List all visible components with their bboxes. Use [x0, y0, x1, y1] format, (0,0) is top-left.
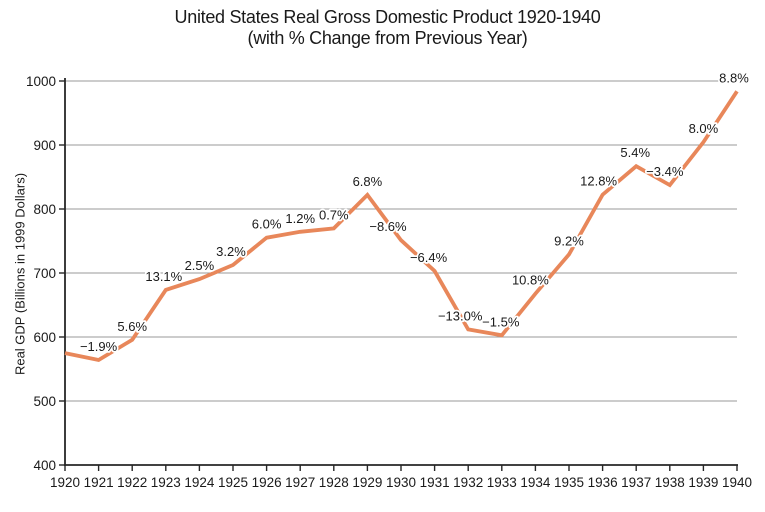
x-tick-label: 1930	[386, 475, 416, 490]
x-tick-label: 1936	[588, 475, 618, 490]
pct-change-label: −1.5%	[482, 314, 520, 329]
x-tick-label: 1922	[117, 475, 147, 490]
pct-change-label: 8.8%	[719, 70, 749, 85]
pct-change-label: 12.8%	[580, 174, 617, 189]
pct-change-label: −8.6%	[369, 219, 407, 234]
pct-change-label: 5.6%	[117, 319, 147, 334]
x-tick-label: 1921	[84, 475, 114, 490]
x-tick-label: 1925	[218, 475, 248, 490]
x-tick-label: 1932	[453, 475, 483, 490]
pct-change-label: 8.0%	[689, 121, 719, 136]
pct-change-label: −6.4%	[410, 250, 448, 265]
pct-change-label: 3.2%	[216, 244, 246, 259]
chart-subtitle: (with % Change from Previous Year)	[247, 28, 528, 48]
y-tick-label: 800	[33, 202, 56, 217]
chart-title: United States Real Gross Domestic Produc…	[174, 7, 601, 27]
pct-change-label: 6.8%	[353, 174, 383, 189]
pct-change-label: −13.0%	[438, 308, 483, 323]
y-tick-label: 400	[33, 458, 56, 473]
pct-change-label: 9.2%	[554, 233, 584, 248]
pct-change-label: 5.4%	[620, 145, 650, 160]
pct-change-label: −3.4%	[646, 164, 684, 179]
pct-change-label: 6.0%	[252, 217, 282, 232]
x-tick-label: 1926	[252, 475, 282, 490]
y-tick-label: 700	[33, 266, 56, 281]
x-tick-label: 1928	[319, 475, 349, 490]
pct-change-label: 10.8%	[512, 273, 549, 288]
pct-change-label: 13.1%	[145, 269, 182, 284]
x-tick-label: 1924	[184, 475, 215, 490]
x-tick-label: 1935	[554, 475, 584, 490]
x-tick-label: 1933	[487, 475, 517, 490]
pct-change-label: 0.7%	[319, 207, 349, 222]
pct-change-label: 1.2%	[285, 211, 315, 226]
pct-change-label: −1.9%	[80, 339, 118, 354]
x-tick-label: 1939	[688, 475, 718, 490]
x-tick-label: 1927	[285, 475, 315, 490]
x-tick-label: 1931	[420, 475, 450, 490]
x-tick-label: 1934	[520, 475, 551, 490]
x-tick-label: 1937	[621, 475, 651, 490]
pct-change-label: 2.5%	[185, 258, 215, 273]
x-tick-label: 1923	[151, 475, 181, 490]
y-tick-label: 500	[33, 394, 56, 409]
x-tick-label: 1940	[722, 475, 752, 490]
x-tick-label: 1920	[50, 475, 80, 490]
x-tick-label: 1938	[655, 475, 685, 490]
gdp-line	[64, 90, 739, 363]
y-tick-label: 1000	[26, 74, 56, 89]
y-tick-label: 600	[33, 330, 56, 345]
chart-title-block: United States Real Gross Domestic Produc…	[10, 7, 765, 49]
y-tick-label: 900	[33, 138, 56, 153]
x-tick-label: 1929	[352, 475, 382, 490]
